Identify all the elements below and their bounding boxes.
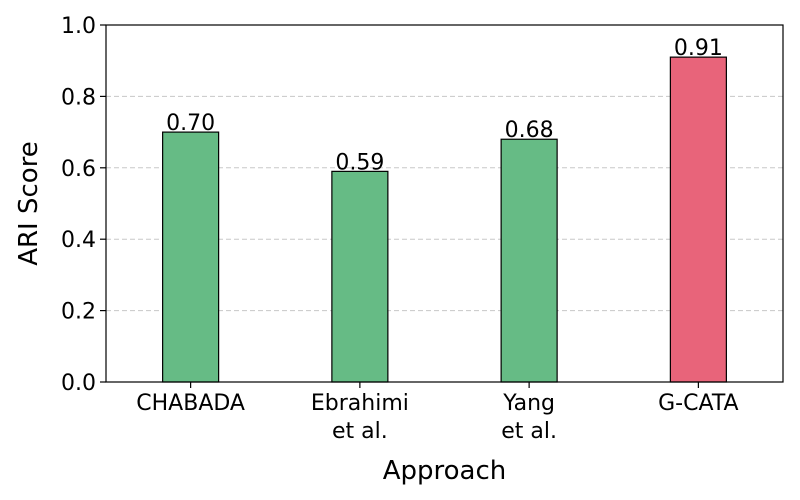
bars (162, 56, 727, 383)
x-tick-label: Ebrahimi et al. (311, 391, 409, 444)
y-tick-label: 0.4 (61, 228, 96, 253)
y-tick-label: 0.2 (61, 300, 96, 325)
bar (500, 138, 558, 383)
x-tick-label: G-CATA (658, 391, 738, 416)
bar (162, 131, 220, 383)
bar-value-label: 0.59 (335, 150, 384, 175)
x-axis-title: Approach (383, 456, 507, 486)
bar-value-label: 0.91 (674, 36, 723, 61)
bar-value-label: 0.70 (166, 111, 215, 136)
y-axis-title: ARI Score (14, 141, 44, 266)
x-tick-label: Yang et al. (501, 391, 557, 444)
x-tick-label: CHABADA (136, 391, 245, 416)
plot-frame (105, 24, 784, 383)
x-axis-ticks: CHABADA Ebrahimi et al. Yang et al. G-CATA (136, 382, 739, 444)
y-tick-label: 0.6 (61, 157, 96, 182)
y-tick-label: 0.0 (61, 371, 96, 396)
data-labels: 0.70 0.59 0.68 0.91 (166, 36, 723, 175)
y-tick-label: 1.0 (61, 14, 96, 39)
bar (331, 170, 389, 383)
bar-value-label: 0.68 (505, 118, 554, 143)
bar (669, 56, 727, 383)
y-tick-label: 0.8 (61, 85, 96, 110)
y-axis-ticks: 0.0 0.2 0.4 0.6 0.8 1.0 (61, 14, 106, 396)
